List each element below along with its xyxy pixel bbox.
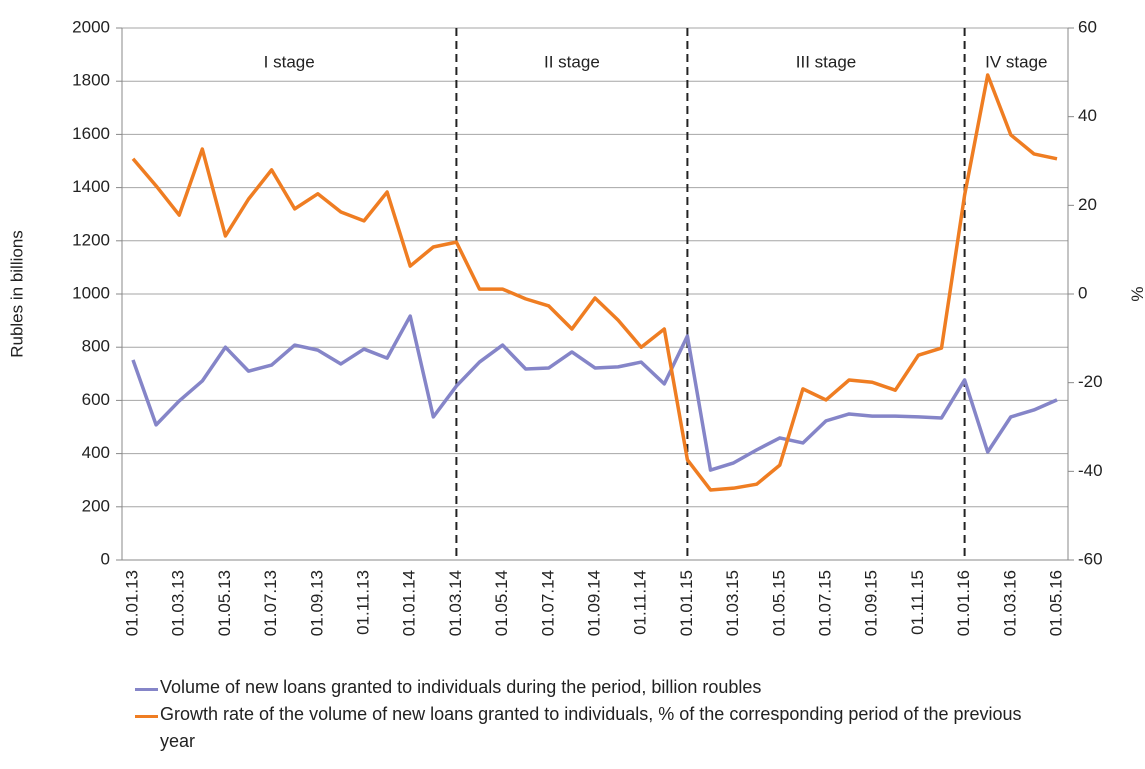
legend-swatch — [135, 715, 158, 718]
legend-label: Growth rate of the volume of new loans g… — [160, 704, 1022, 751]
y-tick-label: 200 — [82, 496, 110, 515]
y2-tick-label: 0 — [1078, 283, 1087, 302]
y-tick-label: 0 — [101, 549, 110, 568]
y-tick-label: 1800 — [72, 71, 110, 90]
stage-label: II stage — [544, 52, 600, 71]
series-line — [131, 73, 1058, 492]
y2-tick-label: -20 — [1078, 372, 1103, 391]
x-tick-label: 01.05.14 — [492, 570, 511, 636]
x-tick-label: 01.07.13 — [261, 570, 280, 636]
x-tick-label: 01.01.14 — [400, 570, 419, 636]
x-tick-label: 01.11.15 — [908, 570, 927, 635]
y2-tick-label: -60 — [1078, 549, 1103, 568]
chart: Rubles in billions % 0200400600800100012… — [7, 17, 1145, 636]
x-tick-label: 01.07.14 — [538, 570, 557, 636]
y-tick-label: 600 — [82, 390, 110, 409]
x-tick-label: 01.03.14 — [446, 570, 465, 636]
y-tick-label: 400 — [82, 443, 110, 462]
legend-item: Volume of new loans granted to individua… — [135, 674, 1035, 701]
stage-label: III stage — [796, 52, 856, 71]
y2-axis-label: % — [1128, 286, 1145, 301]
legend-item: Growth rate of the volume of new loans g… — [135, 701, 1035, 755]
y-tick-label: 800 — [82, 337, 110, 356]
x-tick-label: 01.05.15 — [769, 570, 788, 636]
y-axis-label: Rubles in billions — [7, 230, 26, 358]
stage-label: IV stage — [985, 52, 1047, 71]
x-tick-label: 01.11.13 — [353, 570, 372, 635]
y-tick-label: 2000 — [72, 17, 110, 36]
stage-label: I stage — [264, 52, 315, 71]
x-tick-label: 01.03.15 — [723, 570, 742, 636]
y2-tick-label: 20 — [1078, 195, 1097, 214]
legend-swatch — [135, 688, 158, 691]
y-tick-label: 1400 — [72, 177, 110, 196]
x-tick-label: 01.01.15 — [677, 570, 696, 636]
y2-tick-label: -40 — [1078, 461, 1103, 480]
x-tick-label: 01.07.15 — [815, 570, 834, 636]
x-tick-label: 01.09.13 — [307, 570, 326, 636]
x-tick-label: 01.09.15 — [862, 570, 881, 636]
x-tick-label: 01.05.13 — [215, 570, 234, 636]
y2-tick-label: 60 — [1078, 17, 1097, 36]
y2-tick-label: 40 — [1078, 106, 1097, 125]
x-tick-label: 01.03.13 — [169, 570, 188, 636]
series-line — [131, 314, 1058, 472]
y-tick-label: 1200 — [72, 230, 110, 249]
y-tick-label: 1000 — [72, 283, 110, 302]
x-tick-label: 01.03.16 — [1000, 570, 1019, 636]
x-tick-label: 01.01.16 — [954, 570, 973, 636]
x-tick-label: 01.01.13 — [122, 570, 141, 636]
legend: Volume of new loans granted to individua… — [135, 674, 1035, 755]
x-tick-label: 01.09.14 — [584, 570, 603, 636]
y-tick-label: 1600 — [72, 124, 110, 143]
x-tick-label: 01.05.16 — [1046, 570, 1065, 636]
legend-label: Volume of new loans granted to individua… — [160, 677, 762, 697]
x-tick-label: 01.11.14 — [631, 570, 650, 635]
